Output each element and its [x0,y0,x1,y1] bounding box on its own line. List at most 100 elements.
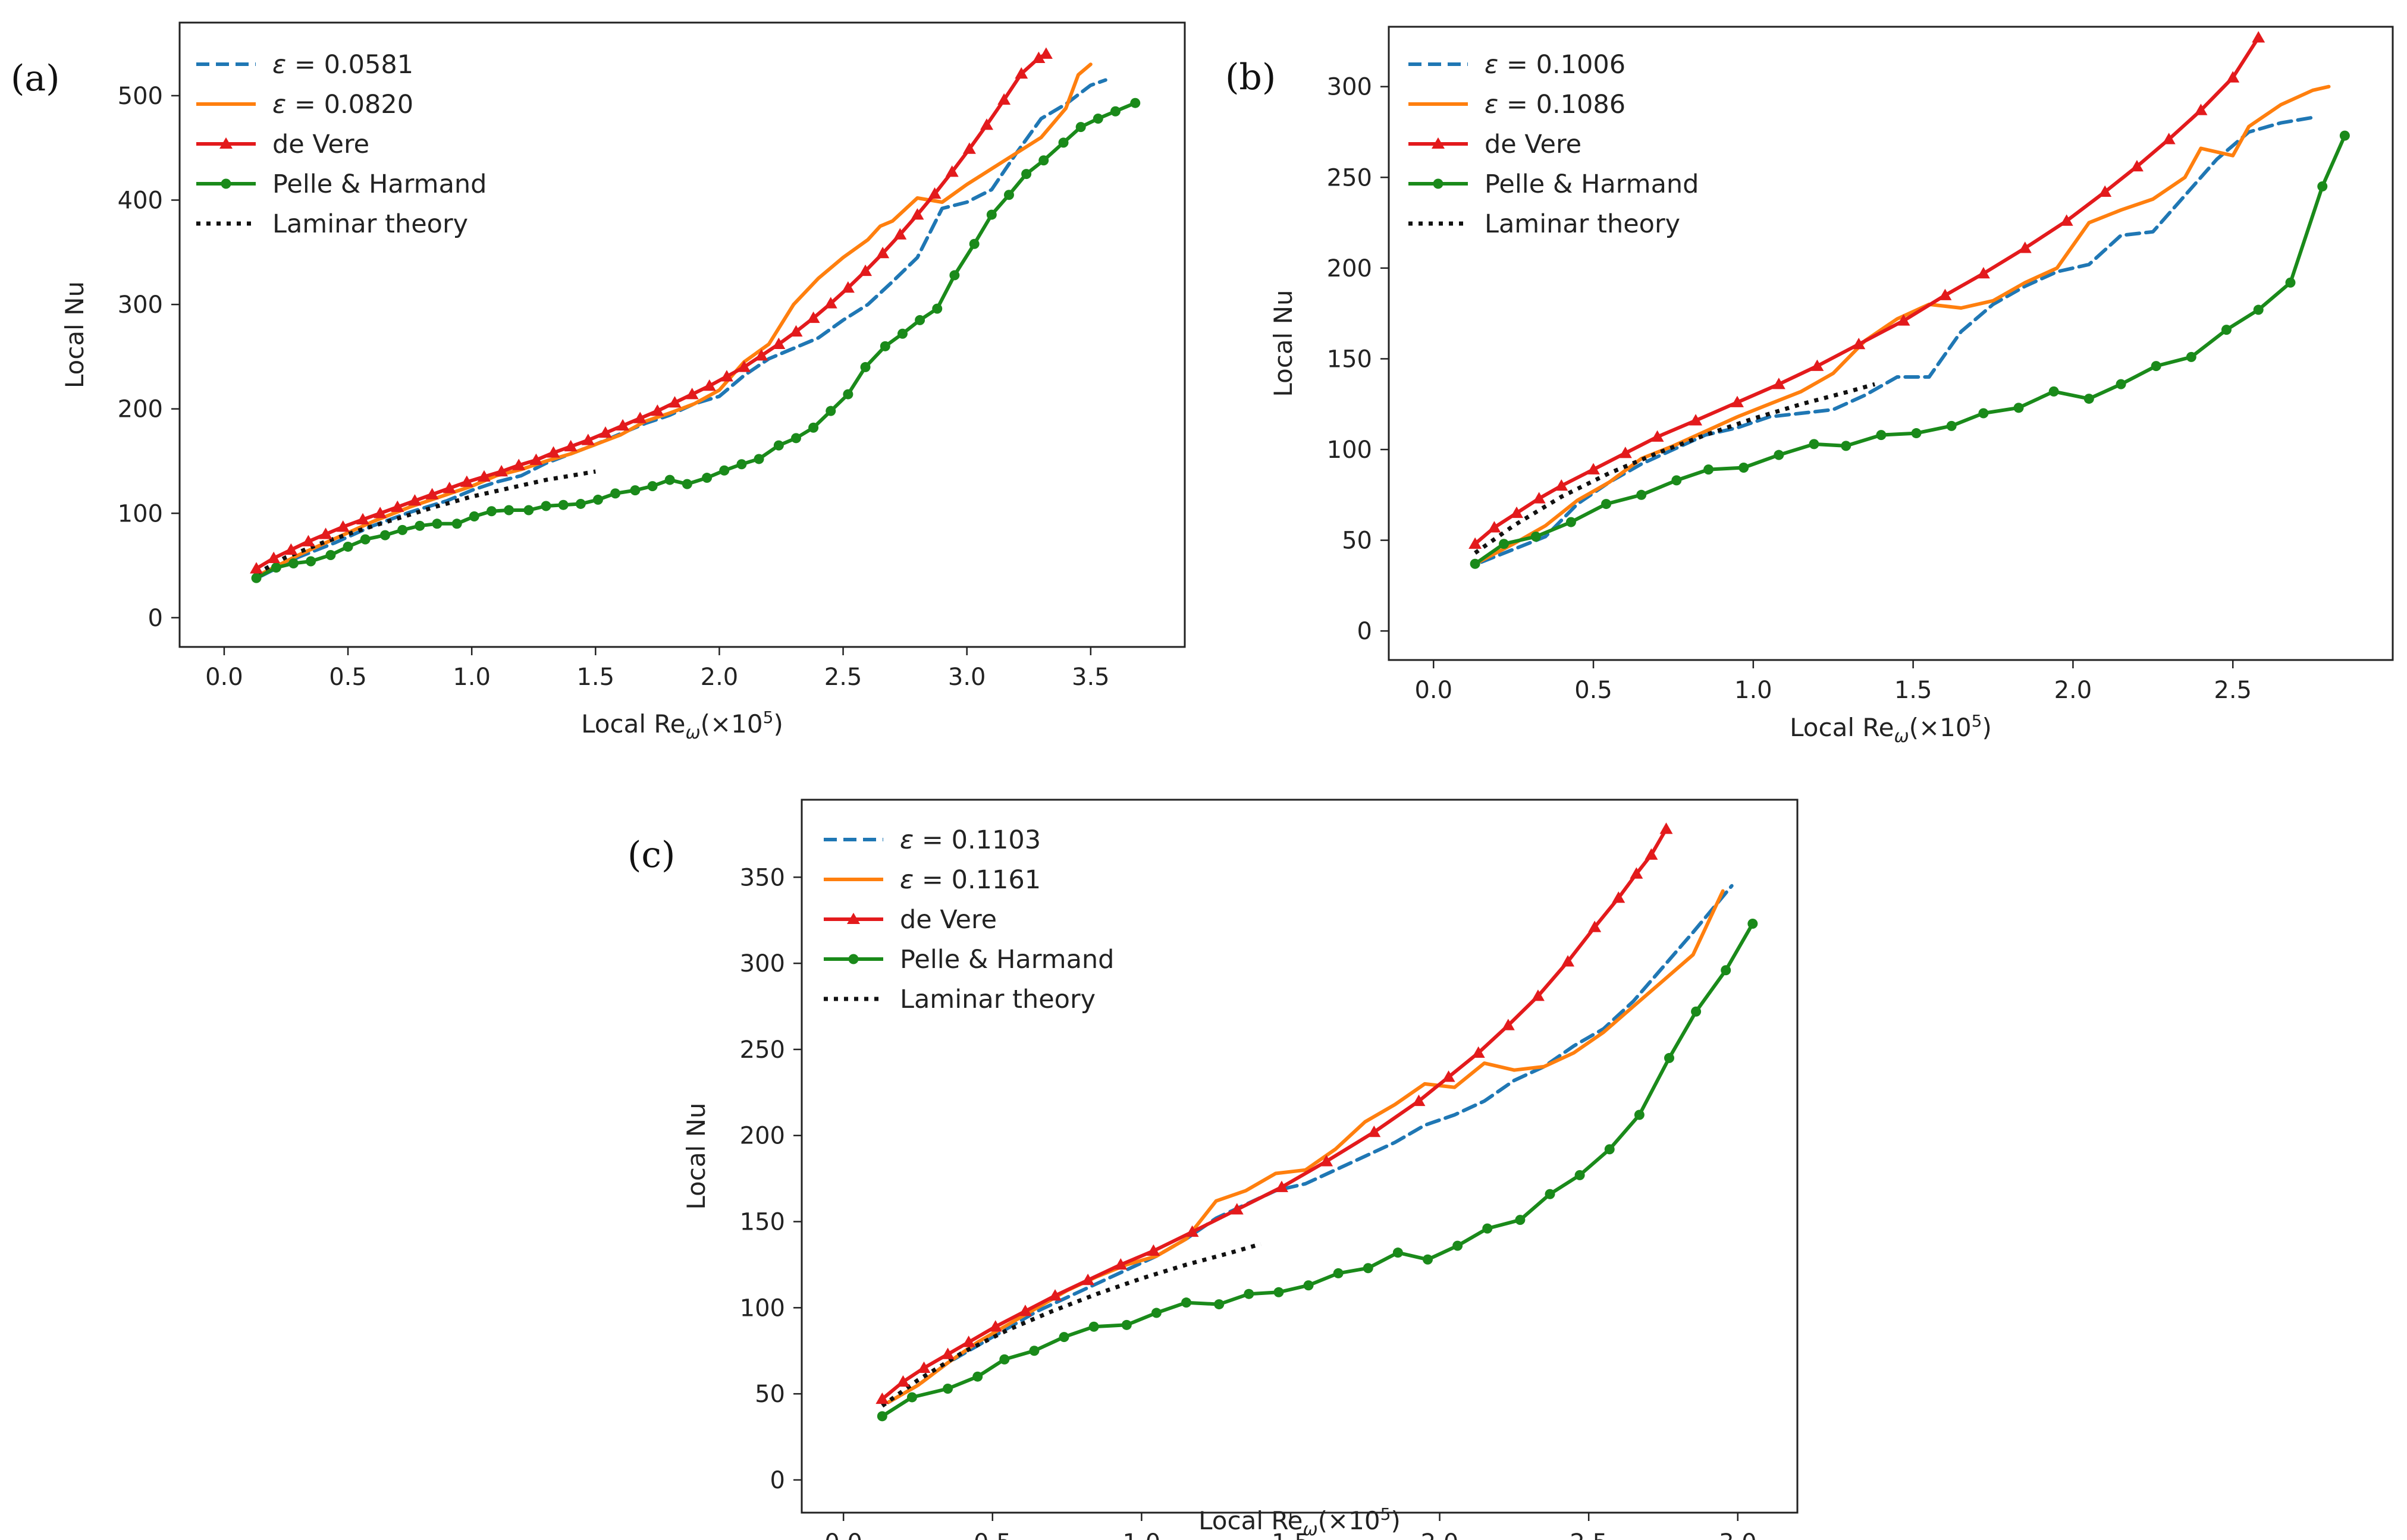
data-point-triangle [581,433,595,445]
y-axis-title: Local Nu [1269,290,1298,397]
data-point-triangle [876,247,890,259]
data-point-triangle [391,500,404,512]
data-point-circle [826,406,836,416]
data-point-circle [736,459,747,470]
data-point-circle [1075,122,1086,133]
data-point-triangle [1532,492,1546,504]
data-point-circle [1499,539,1510,549]
series-line [881,1242,1261,1408]
data-point-triangle [1230,1203,1244,1215]
data-point-circle [1774,450,1784,460]
data-point-triangle [651,404,664,416]
data-point-circle [379,530,390,540]
legend-label-text: = 0.1161 [914,865,1041,895]
y-tick-label: 500 [118,83,163,110]
data-point-circle [451,518,462,529]
data-point-circle [1721,965,1731,976]
data-point-triangle [1852,338,1866,350]
data-point-circle [1738,463,1749,473]
panel-label: (c) [627,834,675,876]
data-point-circle [288,558,299,569]
legend-label-text: Laminar theory [272,209,468,239]
data-point-triangle [564,439,578,452]
data-point-triangle [1039,47,1053,59]
data-point-circle [1058,137,1069,148]
data-point-triangle [685,388,699,400]
legend-marker-circle [1433,178,1443,189]
data-point-circle [1470,558,1480,569]
legend-label-text: = 0.0581 [286,50,413,80]
data-point-circle [1636,489,1647,500]
data-point-circle [1634,1110,1645,1120]
data-point-triangle [1367,1125,1381,1137]
data-point-triangle [941,1347,955,1359]
x-tick-label: 2.5 [2214,677,2252,704]
data-point-triangle [945,165,959,177]
data-point-triangle [1487,521,1501,533]
data-point-triangle [988,1320,1002,1332]
legend-label: Pelle & Harmand [900,945,1114,975]
data-point-triangle [1147,1244,1160,1256]
data-point-circle [486,506,497,517]
y-tick-label: 250 [1327,164,1372,191]
data-point-circle [702,473,713,483]
data-point-circle [1121,1319,1132,1330]
data-point-circle [2013,403,2024,413]
data-point-circle [1664,1052,1674,1063]
data-point-triangle [738,360,751,372]
y-tick-label: 300 [740,950,785,978]
data-point-circle [2116,379,2126,389]
data-point-circle [1482,1223,1493,1234]
series-de-vere [1468,31,2265,549]
data-point-circle [1841,441,1851,451]
data-point-circle [1029,1346,1040,1356]
data-point-circle [1181,1297,1192,1308]
x-tick-label: 2.0 [701,664,739,691]
legend-epsilon: ε [1485,50,1498,80]
data-point-triangle [319,527,332,539]
y-tick-label: 150 [1327,345,1372,373]
data-point-circle [1059,1332,1069,1343]
data-point-circle [271,562,281,573]
legend-label: ε = 0.1161 [900,865,1041,895]
legend-label: Pelle & Harmand [272,169,487,199]
data-point-triangle [633,411,647,423]
legend-marker-circle [221,178,231,189]
data-point-circle [949,270,960,281]
legend-label-text: Pelle & Harmand [900,945,1114,975]
data-point-circle [1273,1287,1284,1297]
data-point-triangle [1032,51,1046,63]
series-line [880,827,1668,1401]
x-tick-label: 0.5 [974,1529,1012,1540]
data-point-triangle [1772,378,1785,389]
x-tick-label: 1.0 [1123,1529,1161,1540]
data-point-circle [719,465,730,476]
legend-label: ε = 0.1006 [1485,50,1625,80]
legend: ε = 0.1103 ε = 0.1161 de Vere Pelle & Harma… [824,825,1114,1014]
data-point-circle [969,238,980,249]
legend-label: de Vere [900,905,997,935]
data-point-triangle [1612,891,1625,903]
data-point-triangle [1689,414,1703,426]
legend-label-text: de Vere [1485,130,1581,159]
series-line [259,62,1093,576]
series-line [255,52,1048,571]
series-de-vere [250,47,1053,574]
data-point-circle [808,422,819,433]
legend-label-text: de Vere [900,905,997,935]
y-tick-label: 0 [770,1467,785,1494]
x-tick-label: 3.0 [1719,1529,1757,1540]
plot-frame [178,21,1186,648]
data-point-triangle [1320,1155,1333,1167]
legend-label: ε = 0.1103 [900,825,1041,855]
data-point-circle [1574,1170,1585,1180]
plot-frame [801,799,1799,1514]
series-line [1474,382,1876,555]
data-point-circle [1038,155,1049,166]
x-tick-label: 0.0 [824,1529,862,1540]
series-laminar-theory [881,1242,1261,1408]
data-point-triangle [1659,822,1673,834]
data-point-triangle [267,551,281,564]
chart-panel-c: (c) 0.0 0.5 1.0 1.5 2.0 2.5 3.0 0 50 100 150 200 250 3… [627,799,1799,1540]
legend-epsilon: ε [900,865,914,895]
